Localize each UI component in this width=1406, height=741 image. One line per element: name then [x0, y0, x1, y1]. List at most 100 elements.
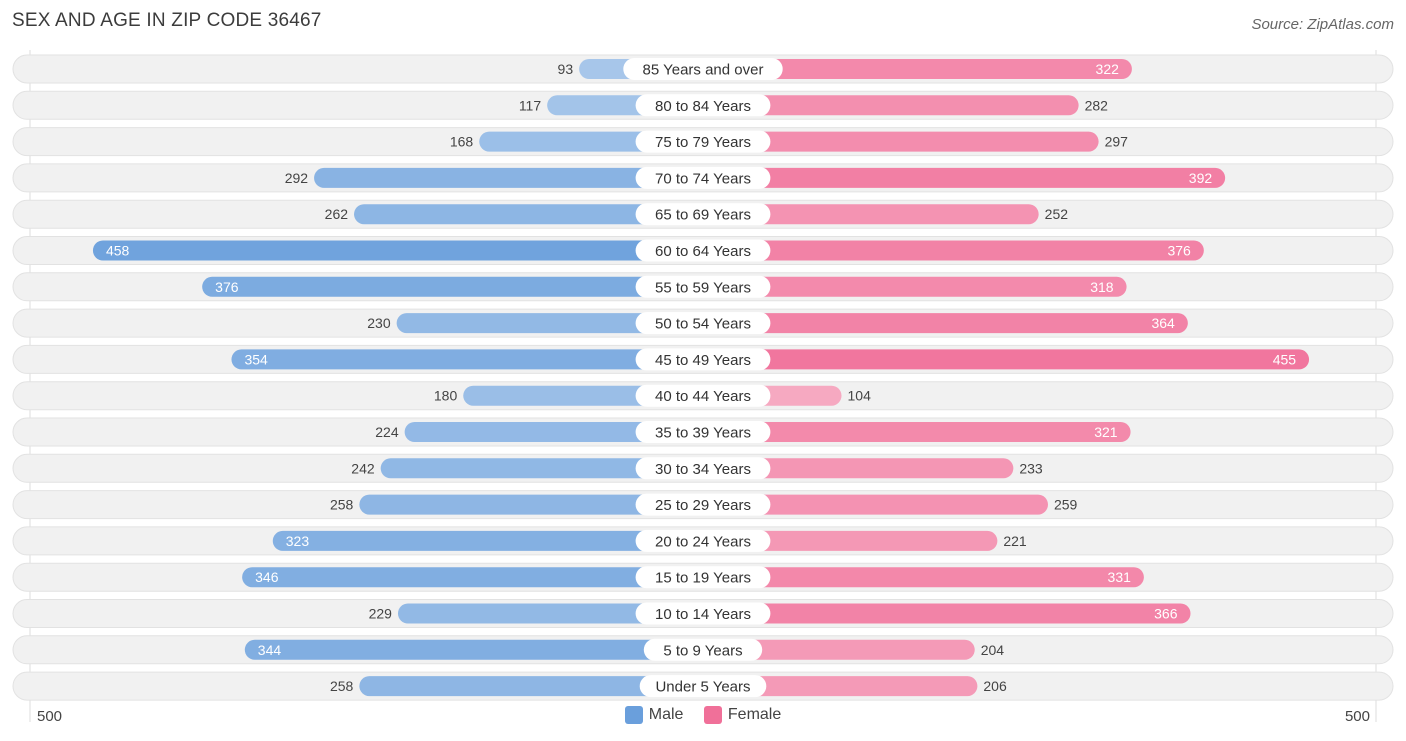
category-label: 45 to 49 Years	[655, 352, 751, 369]
female-bar	[703, 530, 998, 551]
male-value-label: 230	[367, 315, 391, 331]
chart-source: Source: ZipAtlas.com	[1251, 16, 1394, 33]
male-value-label: 242	[351, 460, 375, 476]
male-bar	[244, 639, 704, 660]
male-value-label: 258	[330, 678, 354, 694]
male-value-label: 354	[244, 351, 268, 367]
male-bar	[202, 276, 703, 297]
category-pill	[635, 239, 771, 262]
female-value-label: 221	[1003, 533, 1027, 549]
male-bar	[231, 349, 704, 370]
male-bar	[380, 458, 703, 479]
male-value-label: 292	[285, 170, 309, 186]
legend-label-female: Female	[727, 706, 782, 723]
male-bar	[359, 676, 703, 697]
category-pill	[635, 529, 771, 552]
legend-swatch-female	[703, 706, 722, 724]
female-bar	[703, 639, 975, 660]
female-bar	[703, 167, 1226, 188]
male-bar	[404, 422, 703, 442]
legend-item-female[interactable]: Female	[703, 706, 782, 724]
male-value-label: 229	[369, 606, 393, 622]
male-bar	[354, 204, 703, 225]
female-value-label: 318	[1090, 279, 1114, 295]
female-value-label: 206	[983, 678, 1007, 694]
category-label: 75 to 79 Years	[655, 134, 751, 151]
female-bar	[703, 603, 1191, 624]
male-value-label: 93	[558, 61, 574, 77]
female-bar	[703, 131, 1099, 152]
male-value-label: 458	[106, 243, 130, 259]
male-value-label: 323	[286, 533, 310, 549]
female-value-label: 392	[1189, 170, 1213, 186]
male-value-label: 258	[330, 497, 354, 513]
female-value-label: 376	[1167, 243, 1191, 259]
female-value-label: 455	[1273, 351, 1297, 367]
category-pill	[635, 566, 771, 589]
legend-swatch-male	[624, 706, 643, 724]
female-bar	[703, 349, 1310, 370]
category-pill	[635, 166, 771, 189]
male-bar	[242, 567, 704, 588]
female-bar	[703, 494, 1048, 515]
category-label: 60 to 64 Years	[655, 243, 751, 260]
male-value-label: 344	[258, 642, 282, 658]
male-value-label: 346	[255, 569, 279, 585]
category-pill	[635, 130, 771, 153]
male-bar	[397, 603, 703, 624]
axis-left-label: 500	[37, 708, 63, 725]
female-value-label: 204	[981, 642, 1005, 658]
female-value-label: 252	[1045, 206, 1069, 222]
male-bar	[272, 530, 703, 551]
category-pill	[635, 457, 771, 480]
category-label: 50 to 54 Years	[655, 316, 751, 333]
chart-legend: Male Female	[0, 706, 1406, 729]
legend-item-male[interactable]: Male	[624, 706, 684, 724]
axis-right-label: 500	[1344, 708, 1370, 725]
category-label: 80 to 84 Years	[655, 98, 751, 115]
chart-title: SEX AND AGE IN ZIP CODE 36467	[12, 10, 322, 31]
category-label: 70 to 74 Years	[655, 170, 751, 187]
category-label: 85 Years and over	[643, 62, 764, 79]
category-pill	[635, 602, 771, 625]
female-bar	[703, 676, 978, 697]
legend-label-male: Male	[648, 706, 684, 723]
category-pill	[635, 493, 771, 516]
female-bar	[703, 458, 1014, 479]
female-value-label: 282	[1085, 97, 1109, 113]
male-value-label: 376	[215, 279, 239, 295]
female-bar	[703, 95, 1079, 116]
category-label: 5 to 9 Years	[663, 642, 742, 659]
female-bar	[703, 313, 1188, 334]
category-pill	[635, 312, 771, 335]
female-value-label: 259	[1054, 497, 1078, 513]
category-label: 35 to 39 Years	[655, 425, 751, 442]
male-value-label: 262	[325, 206, 349, 222]
female-bar	[703, 59, 1132, 79]
category-pill	[635, 384, 771, 407]
category-pill	[639, 675, 767, 698]
male-bar	[92, 240, 704, 261]
male-value-label: 168	[450, 134, 474, 150]
male-bar	[359, 494, 703, 515]
category-label: 30 to 34 Years	[655, 461, 751, 478]
category-label: 10 to 14 Years	[655, 606, 751, 623]
category-label: 40 to 44 Years	[655, 388, 751, 405]
category-label: 20 to 24 Years	[655, 533, 751, 550]
male-bar	[314, 167, 703, 188]
female-bar	[703, 204, 1039, 225]
category-label: 25 to 29 Years	[655, 497, 751, 514]
category-pill	[635, 203, 771, 226]
female-value-label: 321	[1094, 424, 1118, 440]
male-value-label: 224	[375, 424, 399, 440]
female-bar	[703, 276, 1127, 297]
category-pill	[623, 58, 783, 80]
female-value-label: 104	[848, 388, 872, 404]
category-label: 65 to 69 Years	[655, 207, 751, 224]
female-bar	[703, 240, 1204, 261]
female-value-label: 364	[1151, 315, 1175, 331]
category-pill	[643, 638, 763, 661]
category-pill	[635, 275, 771, 298]
category-pill	[635, 94, 771, 117]
